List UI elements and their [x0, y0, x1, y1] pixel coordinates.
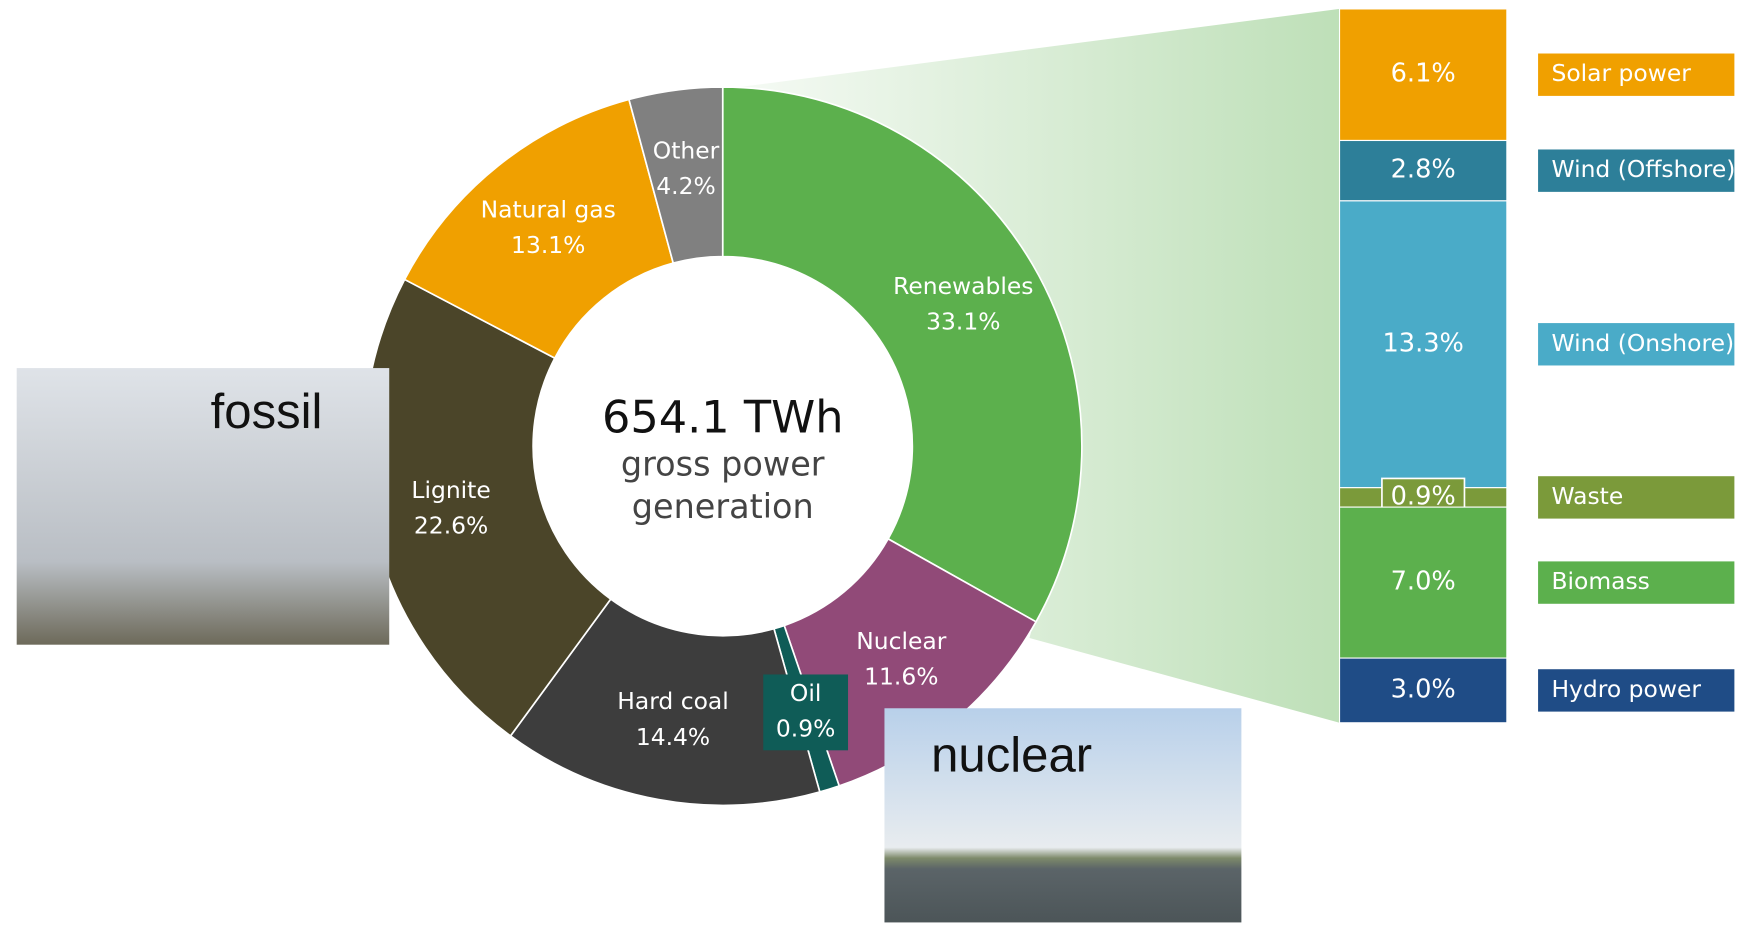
- legend-swatch: [1538, 53, 1735, 96]
- column-segment: [1338, 200, 1508, 489]
- legend-label: Hydro power: [1551, 675, 1701, 703]
- donut-segment: [403, 98, 675, 360]
- column-segment: [1338, 139, 1508, 202]
- photo-caption: nuclear: [931, 728, 1092, 782]
- legend-label: Wind (Onshore): [1551, 329, 1734, 357]
- segment-label: Natural gas: [481, 195, 616, 223]
- segment-value: 0.9%: [1391, 481, 1456, 511]
- photo: [884, 708, 1242, 923]
- segment-label: Nuclear: [856, 627, 946, 655]
- column-segment: [1338, 657, 1508, 724]
- center-text: gross power: [621, 445, 825, 484]
- legend-swatch: [1538, 561, 1735, 604]
- donut-segment: [721, 86, 1083, 623]
- label-box: [763, 674, 849, 751]
- segment-value: 11.6%: [864, 663, 938, 691]
- segment-value: 4.2%: [656, 172, 715, 200]
- column-segment: [1338, 8, 1508, 142]
- center-value: 654.1 TWh: [602, 392, 844, 444]
- donut-segment: [509, 597, 821, 807]
- legend-label: Waste: [1551, 482, 1623, 510]
- legend-swatch: [1538, 149, 1735, 192]
- legend-label: Biomass: [1551, 567, 1649, 595]
- legend-swatch: [1538, 323, 1735, 366]
- segment-label: Hard coal: [617, 687, 729, 715]
- segment-value: 22.6%: [414, 512, 488, 540]
- segment-value: 7.0%: [1391, 567, 1456, 597]
- segment-value: 13.1%: [511, 231, 585, 259]
- segment-value: 3.0%: [1391, 674, 1456, 704]
- segment-label: Other: [653, 136, 720, 164]
- legend-swatch: [1538, 476, 1735, 519]
- segment-value: 6.1%: [1391, 59, 1456, 89]
- segment-label: Renewables: [893, 272, 1033, 300]
- donut-segment: [627, 86, 724, 265]
- photo-caption: fossil: [211, 385, 323, 439]
- segment-value: 0.9%: [776, 715, 835, 743]
- segment-label: Lignite: [411, 476, 490, 504]
- segment-value: 2.8%: [1391, 155, 1456, 185]
- photo: [16, 368, 390, 645]
- segment-value: 13.3%: [1382, 328, 1463, 358]
- segment-label: Oil: [790, 679, 821, 707]
- donut-segment: [362, 278, 612, 738]
- legend-label: Wind (Offshore): [1551, 155, 1735, 183]
- legend-swatch: [1538, 669, 1735, 712]
- segment-value: 14.4%: [636, 723, 710, 751]
- segment-value: 33.1%: [926, 308, 1000, 336]
- legend-label: Solar power: [1551, 59, 1691, 87]
- center-text: generation: [632, 487, 814, 526]
